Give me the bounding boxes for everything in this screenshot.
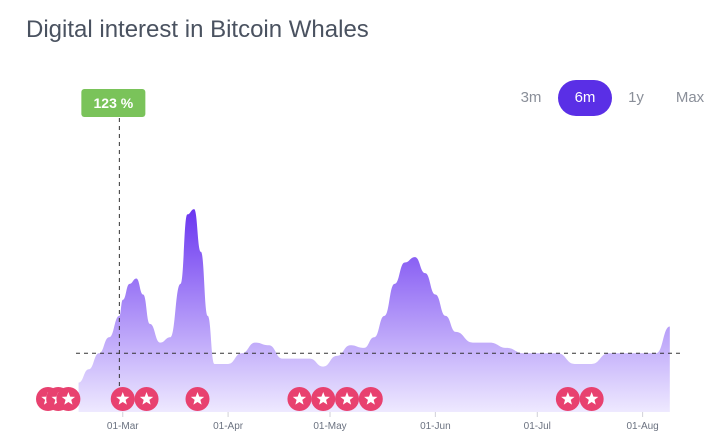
data-point	[382, 314, 386, 318]
interest-area-series	[78, 209, 670, 412]
range-1y-button[interactable]: 1y	[628, 89, 644, 106]
data-point	[117, 314, 121, 318]
data-point	[321, 365, 325, 369]
data-point	[488, 341, 492, 345]
data-point	[335, 354, 339, 358]
event-marker[interactable]	[287, 387, 312, 411]
x-tick-label: 01-Aug	[626, 421, 658, 432]
data-point	[505, 346, 509, 350]
event-marker[interactable]	[579, 387, 604, 411]
star-icon	[364, 392, 378, 405]
star-icon	[61, 392, 76, 405]
data-point	[433, 293, 437, 297]
data-point	[179, 282, 183, 286]
data-point	[168, 335, 172, 339]
data-point	[212, 362, 216, 366]
data-point	[87, 367, 91, 371]
data-point	[573, 362, 577, 366]
range-6m-button[interactable]: 6m	[558, 80, 612, 116]
data-point	[413, 255, 417, 259]
data-point	[348, 343, 352, 347]
event-marker[interactable]	[358, 387, 383, 411]
data-point	[158, 341, 162, 345]
event-marker[interactable]	[335, 387, 360, 411]
data-point	[444, 314, 448, 318]
page-title: Digital interest in Bitcoin Whales	[26, 16, 369, 43]
data-point	[267, 343, 271, 347]
data-point	[294, 357, 298, 361]
data-point	[454, 330, 458, 334]
x-tick-label: 01-Jul	[524, 421, 551, 432]
value-badge	[81, 89, 146, 117]
event-marker[interactable]	[185, 387, 210, 411]
time-range-selector: 3m 6m 1y Max	[505, 80, 715, 116]
star-icon	[139, 392, 154, 405]
data-point	[423, 271, 427, 275]
event-marker[interactable]	[555, 387, 580, 411]
data-point	[280, 357, 284, 361]
event-marker[interactable]	[311, 387, 336, 411]
event-marker[interactable]	[56, 387, 81, 411]
data-point	[185, 212, 189, 216]
star-icon	[316, 392, 330, 405]
data-point	[128, 282, 132, 286]
data-point	[206, 314, 210, 318]
data-point	[141, 293, 145, 297]
x-tick-label: 01-Jun	[420, 421, 451, 432]
data-point	[134, 277, 138, 281]
value-badge-label: 123 %	[94, 95, 134, 111]
data-point	[372, 335, 376, 339]
data-point	[226, 362, 230, 366]
x-tick-label: 01-Mar	[107, 421, 139, 432]
data-point	[107, 335, 111, 339]
data-point	[393, 282, 397, 286]
range-max-button[interactable]: Max	[675, 89, 705, 106]
star-icon	[190, 392, 205, 405]
star-icon	[340, 392, 354, 405]
data-point	[471, 341, 475, 345]
data-point	[590, 362, 594, 366]
star-icon	[585, 392, 599, 405]
data-point	[668, 325, 672, 329]
data-point	[121, 298, 125, 302]
data-point	[240, 351, 244, 355]
data-point	[148, 322, 152, 326]
star-icon	[116, 392, 130, 405]
data-point	[77, 381, 81, 385]
star-icon	[292, 392, 307, 405]
data-point	[624, 351, 628, 355]
range-3m-button[interactable]: 3m	[520, 89, 542, 106]
data-point	[308, 357, 312, 361]
data-point	[403, 260, 407, 264]
x-tick-label: 01-Apr	[213, 421, 244, 432]
star-icon	[561, 392, 575, 405]
x-tick-label: 01-May	[313, 421, 346, 432]
data-point	[253, 341, 257, 345]
data-point	[362, 346, 366, 350]
data-point	[192, 207, 196, 211]
event-marker[interactable]	[110, 387, 135, 411]
data-point	[199, 250, 203, 254]
event-marker[interactable]	[134, 387, 159, 411]
